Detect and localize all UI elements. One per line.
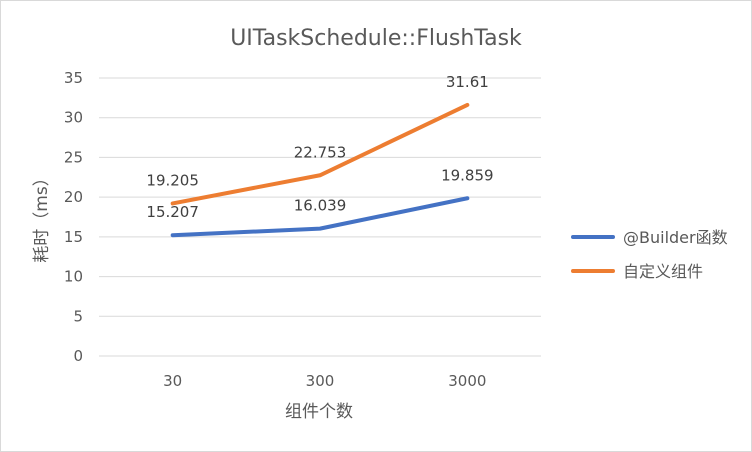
y-tick-label: 0 [73,347,83,365]
y-tick-label: 5 [73,307,83,325]
data-label: 31.61 [446,73,489,91]
data-label: 15.207 [146,203,199,221]
series-line-1 [170,102,470,206]
series-line-0 [170,196,470,238]
y-tick-label: 20 [64,188,83,206]
y-tick-label: 10 [64,268,83,286]
chart-title: UITaskSchedule::FlushTask [230,26,522,51]
data-label: 16.039 [294,197,347,215]
legend-label: @Builder函数 [623,228,728,247]
y-axis-ticks: 0 5 10 15 20 25 30 35 [64,69,83,365]
data-label: 22.753 [294,143,347,161]
data-label: 19.859 [441,166,494,184]
x-axis-ticks: 30 300 3000 [163,372,486,390]
series-lines [170,102,470,238]
y-axis-title: 耗时（ms） [32,169,52,262]
y-tick-label: 25 [64,148,83,166]
x-axis-title: 组件个数 [285,402,353,422]
y-tick-label: 30 [64,109,83,127]
x-tick-label: 300 [306,372,335,390]
y-tick-label: 35 [64,69,83,87]
data-labels: 15.207 16.039 19.859 19.205 22.753 31.61 [146,73,493,221]
legend-label: 自定义组件 [623,262,703,281]
y-tick-label: 15 [64,228,83,246]
data-label: 19.205 [146,171,199,189]
x-tick-label: 30 [163,372,182,390]
x-tick-label: 3000 [448,372,486,390]
